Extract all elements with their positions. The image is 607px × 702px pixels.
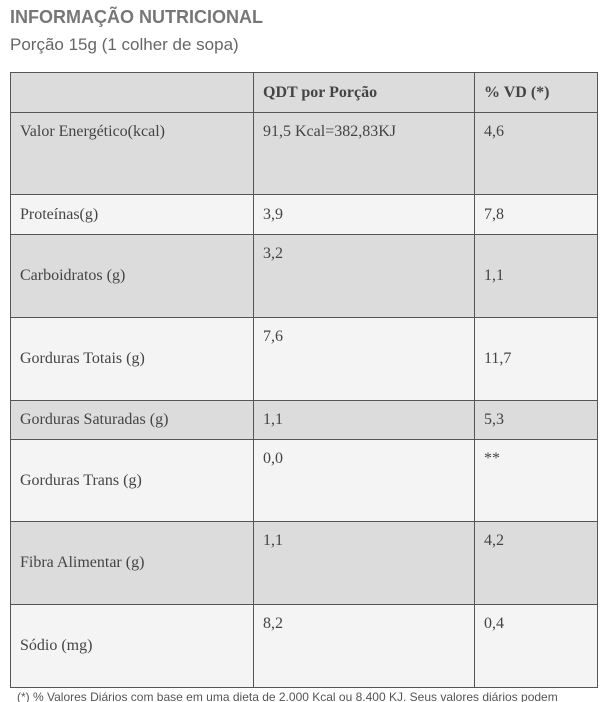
cell: 1,1 <box>474 234 598 318</box>
cell: 3,2 <box>253 234 475 318</box>
row: Valor Energético(kcal) 91,5 Kcal=382,83K… <box>10 112 598 195</box>
cell: 1,1 <box>253 400 475 440</box>
cell: ** <box>474 439 598 522</box>
header-row: QDT por Porção % VD (*) <box>10 72 598 113</box>
cell: 7,8 <box>474 194 598 235</box>
cell: 4,2 <box>474 521 598 605</box>
row: Proteínas(g) 3,9 7,8 <box>10 194 598 235</box>
cell: Fibra Alimentar (g) <box>10 521 254 605</box>
header-cell: QDT por Porção <box>253 72 475 113</box>
title: INFORMAÇÃO NUTRICIONAL <box>10 7 263 27</box>
header-cell: % VD (*) <box>474 72 598 113</box>
header-cell <box>10 72 254 113</box>
cell: 11,7 <box>474 317 598 401</box>
cell: 3,9 <box>253 194 475 235</box>
cell: 8,2 <box>253 604 475 688</box>
cell: 7,6 <box>253 317 475 401</box>
cell: 0,4 <box>474 604 598 688</box>
row: Gorduras Totais (g) 7,6 11,7 <box>10 317 598 401</box>
cell: Valor Energético(kcal) <box>10 112 254 195</box>
cell: Gorduras Saturadas (g) <box>10 400 254 440</box>
nutrition-table: QDT por Porção % VD (*) Valor Energético… <box>10 72 598 688</box>
cell: 0,0 <box>253 439 475 522</box>
row: Gorduras Trans (g) 0,0 ** <box>10 439 598 522</box>
cell: Proteínas(g) <box>10 194 254 235</box>
cell: Gorduras Trans (g) <box>10 439 254 522</box>
cell: 5,3 <box>474 400 598 440</box>
row: Fibra Alimentar (g) 1,1 4,2 <box>10 521 598 605</box>
subtitle: Porção 15g (1 colher de sopa) <box>10 35 239 54</box>
cell: 4,6 <box>474 112 598 195</box>
cell: Carboidratos (g) <box>10 234 254 318</box>
cell: Gorduras Totais (g) <box>10 317 254 401</box>
footnote: (*) % Valores Diários com base em uma di… <box>17 690 558 702</box>
cell: Sódio (mg) <box>10 604 254 688</box>
row: Carboidratos (g) 3,2 1,1 <box>10 234 598 318</box>
cell: 91,5 Kcal=382,83KJ <box>253 112 475 195</box>
row: Sódio (mg) 8,2 0,4 <box>10 604 598 688</box>
row: Gorduras Saturadas (g) 1,1 5,3 <box>10 400 598 440</box>
cell: 1,1 <box>253 521 475 605</box>
